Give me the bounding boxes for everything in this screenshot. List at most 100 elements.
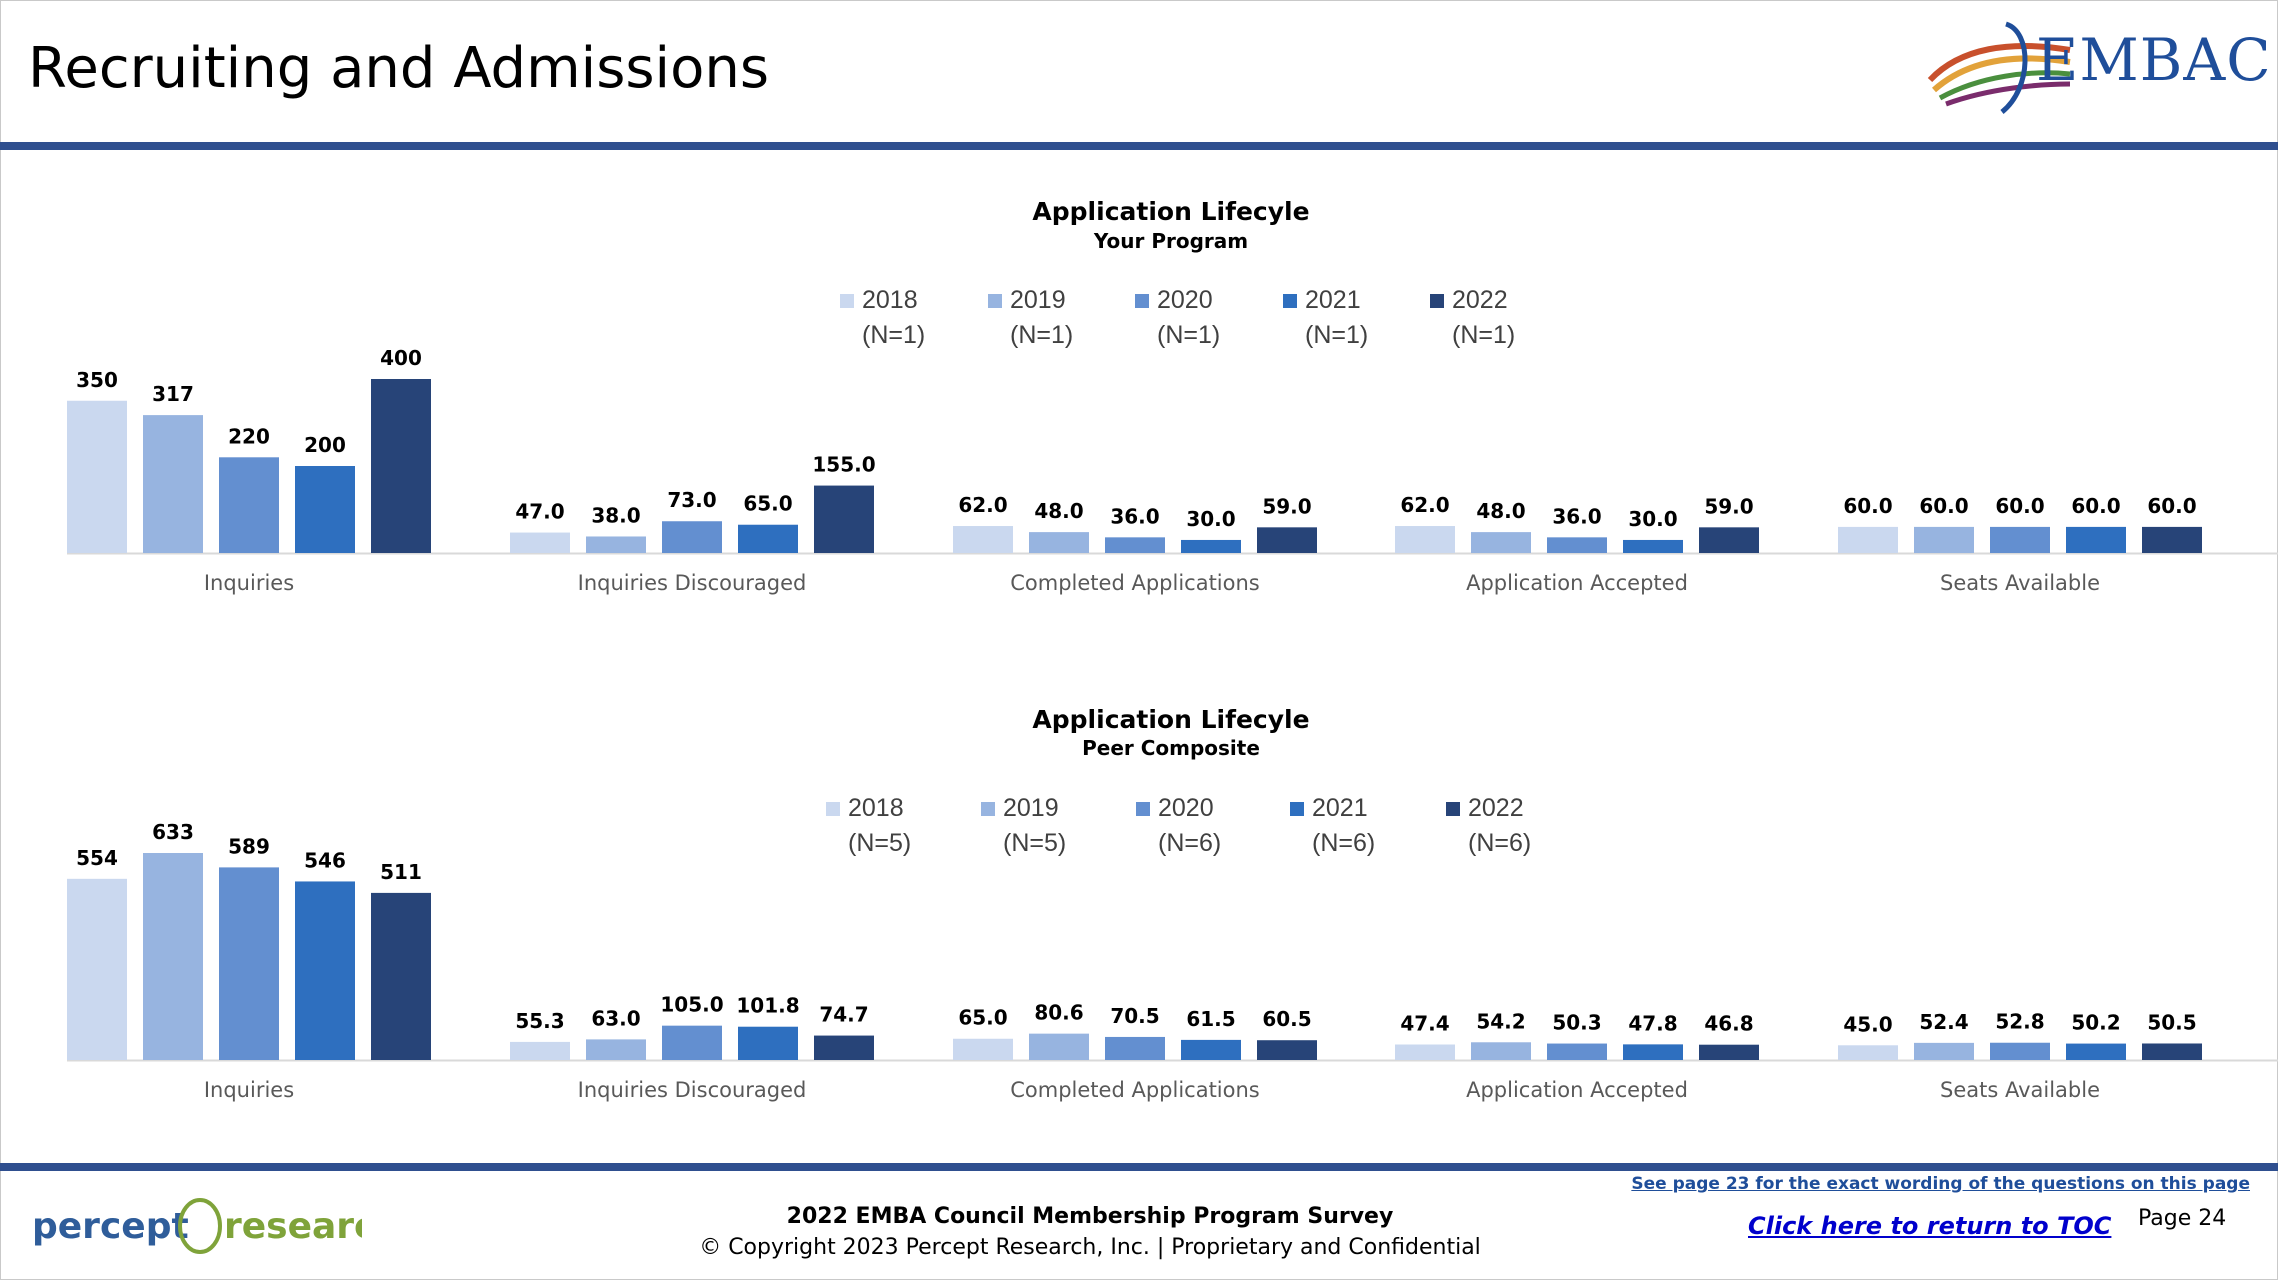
legend-n-2021: (N=1) [1305,321,1368,349]
data-label-1-3-2021: 30.0 [1628,507,1677,531]
data-label-2-3-2019: 54.2 [1476,1009,1525,1033]
data-label-2-4-2021: 50.2 [2071,1011,2120,1035]
legend-swatch-2022 [1430,294,1444,308]
embac-logo-swoosh-icon [1927,21,2071,114]
data-label-1-0-2021: 200 [304,433,346,457]
legend-swatch-2020 [1135,294,1149,308]
category-label-2-4: Seats Available [1940,1078,2100,1102]
legend-swatch-2020 [1136,802,1150,816]
legend-label-2018: 2018 [862,286,918,314]
bar-1-1-2018 [510,532,570,553]
data-label-1-3-2018: 62.0 [1400,493,1449,517]
legend-label-2021: 2021 [1312,794,1368,822]
return-to-toc-link[interactable]: Click here to return to TOC [1748,1212,2112,1240]
data-label-2-1-2018: 55.3 [515,1009,564,1033]
data-label-2-1-2019: 63.0 [591,1006,640,1030]
bar-2-2-2019 [1029,1033,1089,1060]
chart-title-2: Application Lifecyle [1032,705,1309,734]
bar-2-1-2018 [510,1041,570,1060]
data-label-1-4-2018: 60.0 [1843,494,1892,518]
bar-1-4-2019 [1914,526,1974,553]
question-wording-link[interactable]: See page 23 for the exact wording of the… [1631,1174,2250,1194]
bar-1-2-2019 [1029,532,1089,553]
percept-research-logo: percept research [32,1196,401,1256]
data-label-2-0-2020: 589 [228,834,270,858]
data-label-1-1-2022: 155.0 [812,453,875,477]
data-label-2-1-2022: 74.7 [819,1003,868,1027]
legend-n-2019: (N=5) [1003,829,1066,857]
legend-swatch-2018 [826,802,840,816]
percept-logo-circle-icon [178,1198,222,1254]
data-label-2-4-2022: 50.5 [2147,1010,2196,1034]
data-label-1-0-2020: 220 [228,424,270,448]
bar-2-1-2021 [738,1026,798,1060]
data-label-1-1-2020: 73.0 [667,488,716,512]
footer-copyright: © Copyright 2023 Percept Research, Inc. … [699,1235,1481,1260]
data-label-1-2-2020: 36.0 [1110,504,1159,528]
legend-n-2020: (N=6) [1158,829,1221,857]
bar-1-2-2020 [1105,537,1165,553]
bar-2-2-2020 [1105,1036,1165,1060]
chart-title-1: Application Lifecyle [1032,197,1309,226]
data-label-1-2-2022: 59.0 [1262,494,1311,518]
page-number: Page 24 [2138,1206,2227,1231]
footer-rule [0,1163,2278,1171]
bar-2-3-2022 [1699,1044,1759,1060]
data-label-2-3-2020: 50.3 [1552,1011,1601,1035]
bar-1-4-2020 [1990,526,2050,553]
data-label-1-1-2018: 47.0 [515,500,564,524]
page-title: Recruiting and Admissions [28,36,770,101]
percept-logo-text-2: research [224,1206,362,1247]
bar-2-4-2019 [1914,1042,1974,1060]
data-label-1-0-2019: 317 [152,382,194,406]
bar-1-4-2018 [1838,526,1898,553]
bar-2-1-2022 [814,1035,874,1060]
legend-label-2020: 2020 [1157,286,1213,314]
legend-label-2018: 2018 [848,794,904,822]
bar-2-3-2020 [1547,1043,1607,1060]
category-label-1-1: Inquiries Discouraged [578,571,807,595]
bar-2-4-2018 [1838,1045,1898,1060]
data-label-2-1-2021: 101.8 [736,994,799,1018]
legend-label-2019: 2019 [1010,286,1066,314]
bar-2-0-2022 [371,892,431,1060]
bar-1-2-2021 [1181,539,1241,553]
data-label-2-0-2019: 633 [152,820,194,844]
category-label-2-0: Inquiries [204,1078,294,1102]
bar-2-0-2021 [295,881,355,1060]
data-label-2-3-2018: 47.4 [1400,1011,1449,1035]
data-label-1-2-2021: 30.0 [1186,507,1235,531]
data-label-2-0-2021: 546 [304,848,346,872]
bar-2-3-2021 [1623,1044,1683,1060]
bar-1-0-2022 [371,379,431,553]
data-label-1-3-2020: 36.0 [1552,504,1601,528]
bar-2-2-2022 [1257,1040,1317,1060]
data-label-2-4-2018: 45.0 [1843,1012,1892,1036]
category-label-2-1: Inquiries Discouraged [578,1078,807,1102]
data-label-1-1-2019: 38.0 [591,503,640,527]
bar-1-0-2019 [143,415,203,553]
data-label-2-0-2018: 554 [76,846,118,870]
bar-2-2-2021 [1181,1039,1241,1060]
legend-n-2019: (N=1) [1010,321,1073,349]
legend-swatch-2018 [840,294,854,308]
data-label-2-4-2019: 52.4 [1919,1010,1968,1034]
embac-logo-text: EMBAC [2036,26,2272,94]
embac-logo [1920,18,2240,118]
bar-1-0-2020 [219,457,279,553]
category-label-2-3: Application Accepted [1466,1078,1688,1102]
bar-1-2-2018 [953,526,1013,553]
data-label-1-2-2018: 62.0 [958,493,1007,517]
bar-1-4-2021 [2066,526,2126,553]
data-label-1-4-2019: 60.0 [1919,494,1968,518]
data-label-2-3-2021: 47.8 [1628,1011,1677,1035]
data-label-2-0-2022: 511 [380,860,422,884]
category-label-1-0: Inquiries [204,571,294,595]
category-label-2-2: Completed Applications [1010,1078,1260,1102]
footer-center: 2022 EMBA Council Membership Program Sur… [560,1204,1620,1260]
data-label-1-4-2020: 60.0 [1995,494,2044,518]
bar-1-3-2022 [1699,527,1759,553]
legend-label-2019: 2019 [1003,794,1059,822]
legend-label-2022: 2022 [1468,794,1524,822]
bar-2-3-2018 [1395,1044,1455,1060]
